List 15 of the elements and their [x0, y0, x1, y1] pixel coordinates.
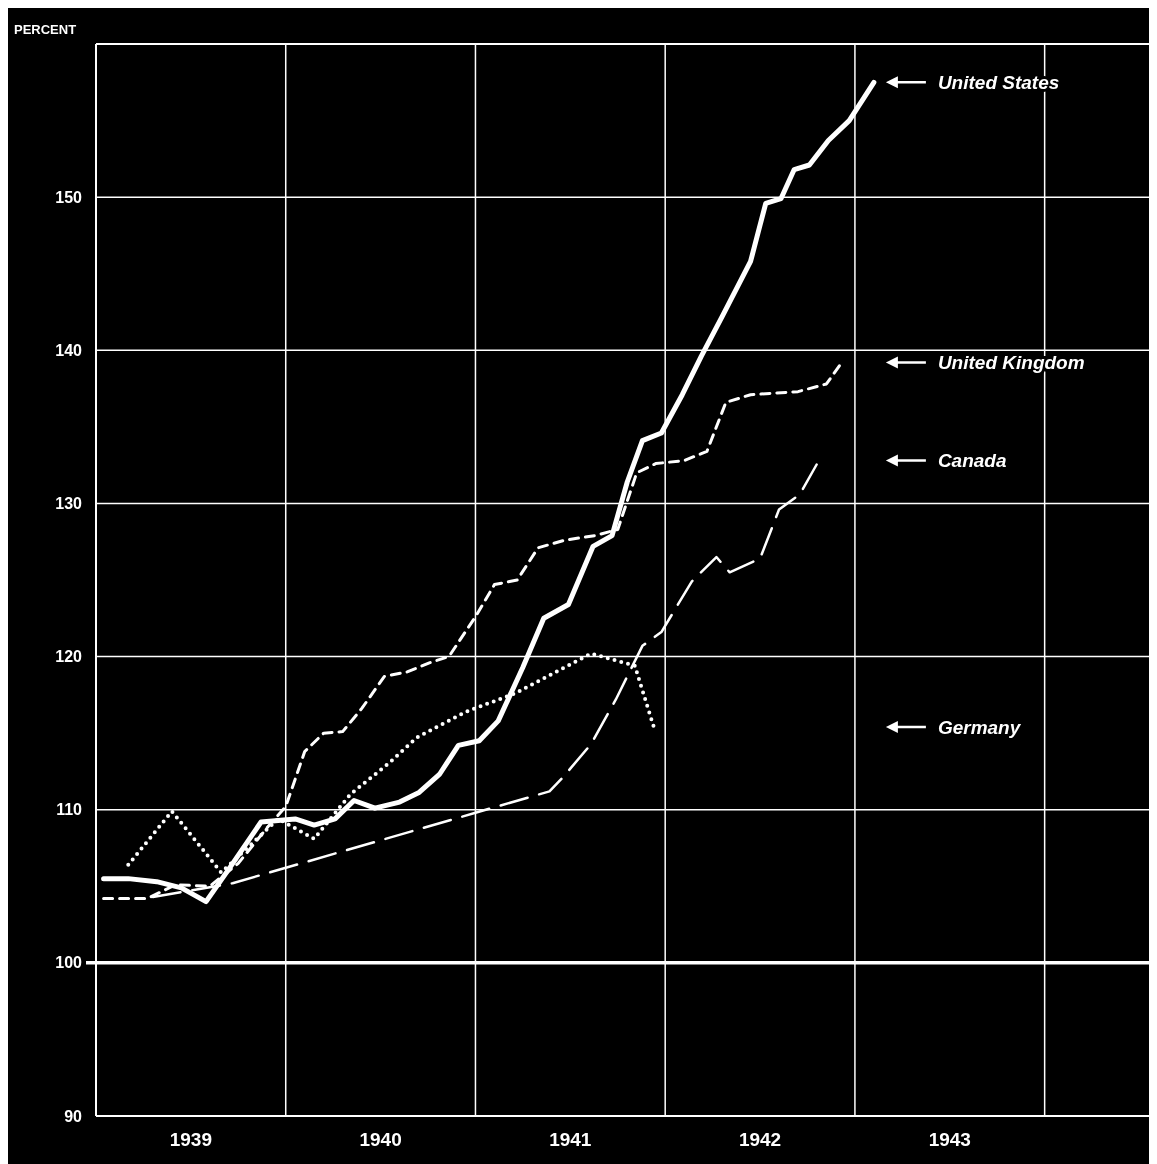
y-axis-title: PERCENT — [14, 22, 77, 37]
x-tick-label: 1941 — [549, 1129, 592, 1150]
y-tick-label: 100 — [55, 954, 83, 972]
y-tick-label: 90 — [64, 1107, 83, 1125]
y-tick-label: 140 — [55, 341, 83, 359]
y-tick-label: 120 — [55, 648, 83, 666]
x-tick-label: 1942 — [738, 1129, 782, 1150]
y-tick-label: 150 — [55, 188, 83, 206]
y-tick-label: 110 — [56, 801, 83, 819]
legend-label: Canada — [937, 450, 1007, 472]
y-tick-label: 130 — [55, 495, 83, 513]
x-tick-label: 1943 — [928, 1129, 971, 1150]
x-tick-label: 1939 — [169, 1129, 213, 1150]
x-tick-label: 1940 — [359, 1129, 402, 1150]
legend-label: Germany — [937, 716, 1022, 738]
